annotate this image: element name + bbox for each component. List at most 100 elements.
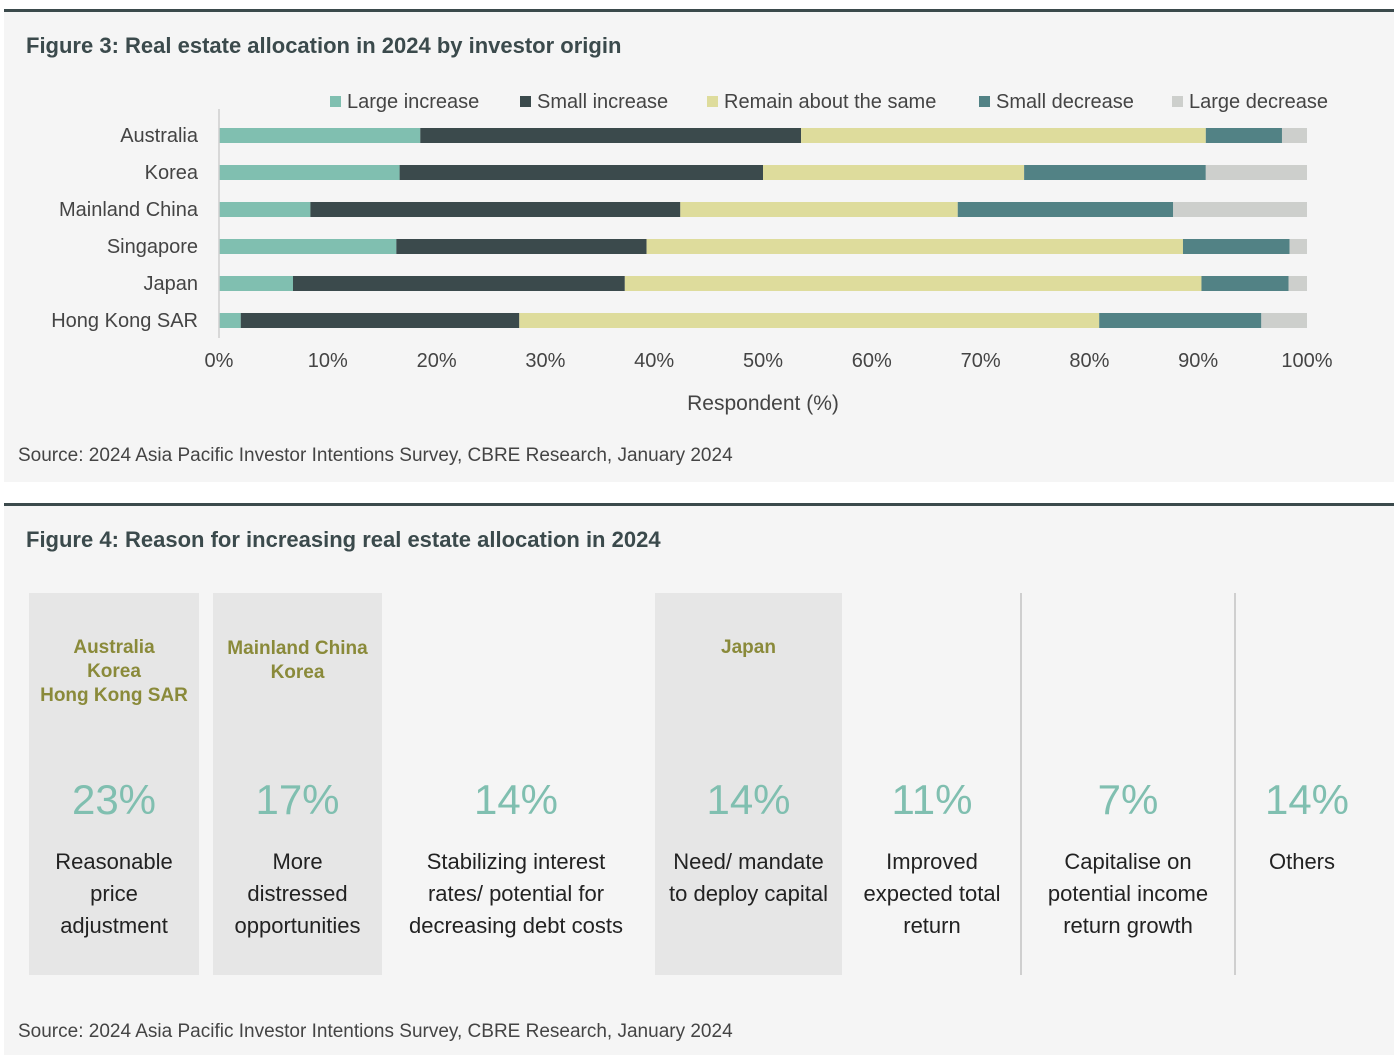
bar-segment [1024, 165, 1206, 180]
reason-column: Mainland China Korea 17% More distressed… [213, 593, 382, 975]
bar-segment [1182, 239, 1290, 254]
reason-percentage: 14% [706, 776, 791, 823]
bar-segment [957, 202, 1174, 217]
x-tick-label: 30% [525, 350, 565, 372]
bar-segment [310, 202, 681, 217]
x-axis-label: Respondent (%) [687, 392, 839, 415]
legend-swatch [1172, 96, 1183, 107]
reason-label-line: rates/ potential for [427, 881, 605, 906]
figure-3-title: Figure 3: Real estate allocation in 2024… [26, 33, 622, 58]
legend-label: Small decrease [996, 91, 1134, 113]
legend-swatch [979, 96, 990, 107]
legend-swatch [330, 96, 341, 107]
reason-percentage: 23% [71, 776, 157, 823]
reason-label-line: price [90, 881, 138, 906]
legend-label: Large increase [347, 91, 479, 113]
reason-label-line: to deploy capital [669, 881, 828, 906]
reason-column: 14% Stabilizing interest rates/ potentia… [394, 593, 638, 975]
reason-label-line: More [272, 849, 323, 874]
country-name: Australia [73, 637, 155, 658]
x-tick-label: 40% [634, 350, 674, 372]
country-list: Australia Korea Hong Kong SAR [29, 636, 199, 708]
category-label: Japan [144, 273, 199, 295]
reason-label-line: adjustment [60, 913, 168, 938]
reason-label-line: potential income [1047, 881, 1209, 906]
column-divider [1020, 593, 1022, 975]
reason-label-line: Capitalise on [1064, 849, 1192, 874]
category-label: Hong Kong SAR [51, 310, 198, 332]
bar-segment [519, 313, 1100, 328]
reason-label-line: opportunities [234, 913, 361, 938]
x-tick-label: 90% [1178, 350, 1218, 372]
country-name: Korea [87, 661, 141, 682]
reason-label: Others [1242, 846, 1362, 878]
reason-label-line: expected total [863, 881, 1001, 906]
figure-3-panel: Figure 3: Real estate allocation in 2024… [4, 9, 1394, 482]
bar-segment [680, 202, 958, 217]
reason-label-line: return growth [1063, 913, 1193, 938]
bar-segment [1205, 128, 1282, 143]
reason-column: Japan 14% Need/ mandate to deploy capita… [655, 593, 842, 975]
bar-segment [219, 239, 397, 254]
category-label: Korea [145, 162, 199, 184]
bar-segment [1288, 276, 1307, 291]
reason-column: 11% Improved expected total return [852, 593, 1012, 975]
reason-percentage: 14% [473, 776, 559, 823]
reason-label-line: Improved [886, 849, 978, 874]
reason-label-line: distressed [247, 881, 348, 906]
reason-percentage: 17% [255, 776, 340, 823]
bar-segment [219, 165, 400, 180]
category-label: Mainland China [59, 199, 199, 221]
reason-label: Reasonable price adjustment [29, 846, 199, 942]
reason-label: Stabilizing interest rates/ potential fo… [394, 846, 638, 942]
bar-segment [219, 128, 421, 143]
bar-segment [1281, 128, 1307, 143]
figure-4-panel: Figure 4: Reason for increasing real est… [4, 503, 1394, 1055]
bar-segment [396, 239, 647, 254]
legend-label: Large decrease [1189, 91, 1328, 113]
bar-segment [763, 165, 1025, 180]
bar-segment [646, 239, 1183, 254]
reason-label: Capitalise on potential income return gr… [1028, 846, 1228, 942]
reason-percentage: 14% [1264, 776, 1350, 823]
legend-swatch [707, 96, 718, 107]
reason-label: Need/ mandate to deploy capital [655, 846, 842, 910]
figure-3-source: Source: 2024 Asia Pacific Investor Inten… [18, 445, 733, 466]
bar-segment [1205, 165, 1307, 180]
x-tick-label: 70% [961, 350, 1001, 372]
reason-percentage: 11% [891, 776, 973, 823]
reason-label-line: Reasonable [55, 849, 173, 874]
reason-label-line: return [903, 913, 961, 938]
bar-segment [219, 276, 293, 291]
reason-label: Improved expected total return [852, 846, 1012, 942]
bar-segment [1289, 239, 1307, 254]
reason-label: More distressed opportunities [213, 846, 382, 942]
stacked-bar-chart: Large increase Small increase Remain about… [51, 91, 1333, 415]
x-tick-label: 80% [1069, 350, 1109, 372]
bar-segment [399, 165, 763, 180]
x-tick-label: 50% [743, 350, 783, 372]
reason-percentage: 7% [1097, 776, 1159, 823]
bar-segment [292, 276, 625, 291]
bar-segment [240, 313, 520, 328]
category-label: Singapore [107, 236, 198, 258]
country-name: Korea [270, 662, 325, 683]
bar-segment [1261, 313, 1307, 328]
bar-segment [1099, 313, 1262, 328]
reason-label-line: Need/ mandate [673, 849, 824, 874]
figure-4-source: Source: 2024 Asia Pacific Investor Inten… [18, 1021, 733, 1042]
country-name: Hong Kong SAR [40, 685, 188, 706]
reason-column: Australia Korea Hong Kong SAR 23% Reason… [29, 593, 199, 975]
reason-column: 14% Others [1242, 593, 1362, 975]
column-divider [1234, 593, 1236, 975]
legend-label: Remain about the same [724, 91, 936, 113]
reason-label-line: Others [1268, 849, 1336, 874]
x-tick-label: 20% [417, 350, 457, 372]
country-name: Japan [721, 637, 776, 658]
reason-label-line: decreasing debt costs [408, 913, 624, 938]
reason-column: 7% Capitalise on potential income return… [1028, 593, 1228, 975]
country-list: Mainland China Korea [213, 637, 382, 685]
category-label: Australia [120, 125, 199, 147]
bar-segment [1201, 276, 1289, 291]
legend-swatch [520, 96, 531, 107]
